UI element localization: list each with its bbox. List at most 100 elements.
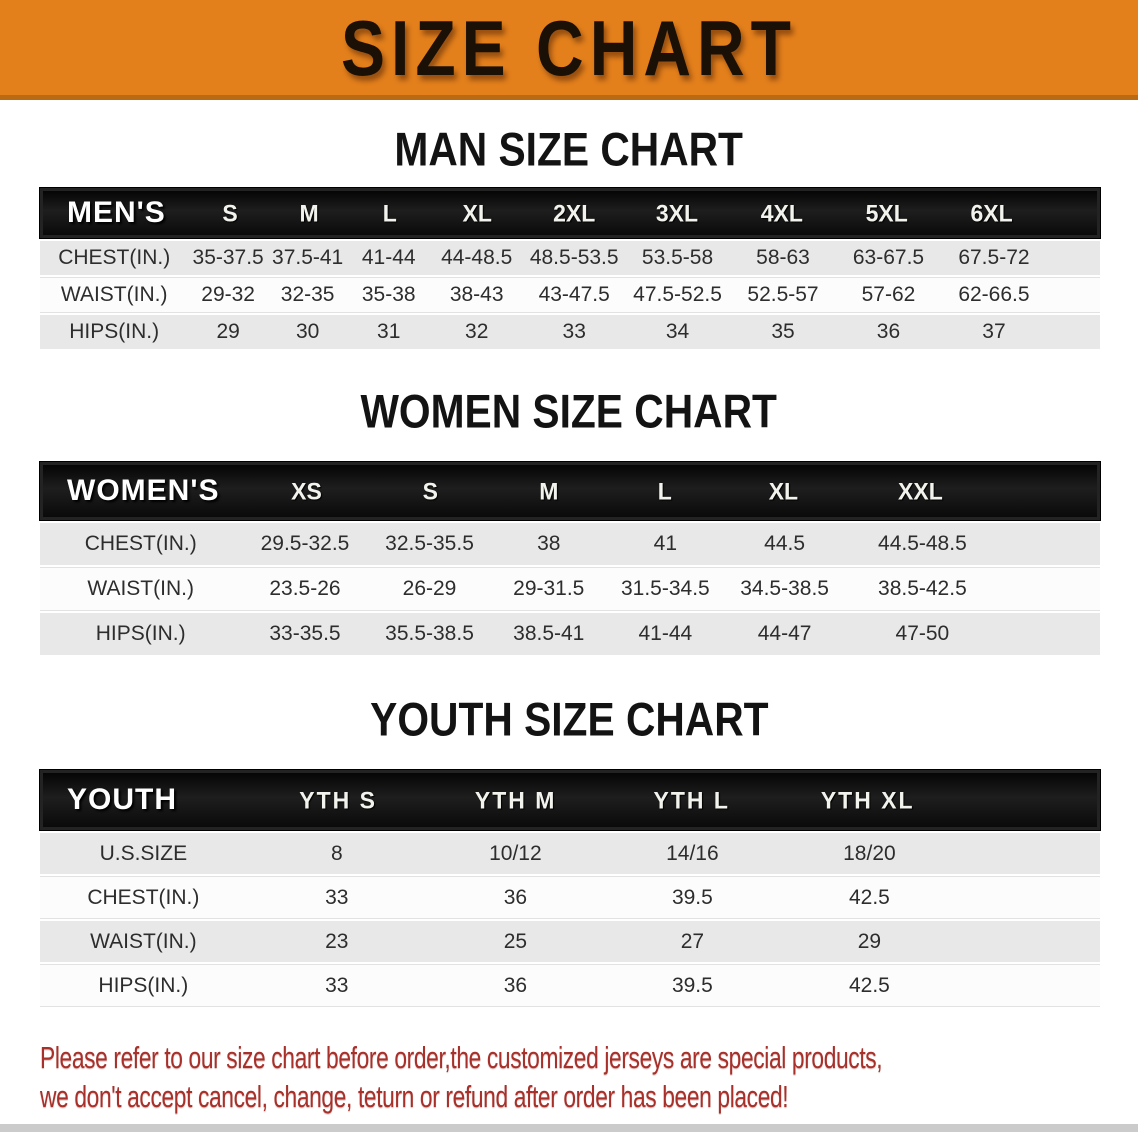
row-header-label: CHEST(IN.) <box>87 885 200 909</box>
men-table-corner-label: MEN'S <box>67 196 166 229</box>
size-cell: 36 <box>503 973 528 997</box>
size-cell: 34 <box>665 320 690 343</box>
men-size-table: MEN'S S M L XL 2XL 3XL 4XL 5XL 6XL CHEST(IN.) 35-37… <box>39 187 1101 349</box>
size-cell: 42.5 <box>848 885 890 909</box>
size-cell: 8 <box>330 841 343 865</box>
size-cell: 39.5 <box>671 885 713 909</box>
size-cell: 47.5-52.5 <box>633 283 722 306</box>
size-column-header: YTH S <box>299 785 377 814</box>
man-size-chart-heading: MAN SIZE CHART <box>0 123 1138 176</box>
size-column-header: S <box>422 476 438 505</box>
youth-table-corner-label: YOUTH <box>67 783 177 816</box>
size-cell: 63-67.5 <box>852 246 925 269</box>
bottom-border-strip <box>0 1124 1138 1132</box>
size-column-header: S <box>222 198 238 227</box>
table-row: WAIST(IN.) 29-32 32-35 35-38 38-43 43-47.5 47.… <box>40 278 1100 312</box>
size-cell: 14/16 <box>666 841 719 865</box>
size-column-header: XL <box>768 476 799 505</box>
size-chart-title: SIZE CHART <box>341 3 797 92</box>
size-cell: 33 <box>562 320 586 343</box>
size-cell: 44.5-48.5 <box>878 532 967 555</box>
size-cell: 29-31.5 <box>513 577 585 600</box>
youth-size-chart-section: YOUTH SIZE CHART YOUTH YTH S YTH M YTH L YTH… <box>0 658 1138 1009</box>
size-cell: 38-43 <box>449 283 504 306</box>
size-cell: 47-50 <box>895 622 950 645</box>
size-cell: 36 <box>503 885 528 909</box>
size-column-header: 5XL <box>865 198 908 227</box>
size-cell: 67.5-72 <box>958 246 1030 269</box>
table-row: HIPS(IN.) 33-35.5 35.5-38.5 38.5-41 41-44 44-… <box>40 613 1100 655</box>
size-chart-banner: SIZE CHART <box>0 0 1138 100</box>
size-cell: 31.5-34.5 <box>620 577 710 600</box>
table-row: WAIST(IN.) 23 25 27 29 <box>40 921 1100 962</box>
size-cell: 29.5-32.5 <box>260 532 350 555</box>
size-column-header: M <box>539 476 559 505</box>
row-header-label: WAIST(IN.) <box>90 929 197 953</box>
size-cell: 37.5-41 <box>272 246 344 269</box>
women-size-chart-heading: WOMEN SIZE CHART <box>0 385 1138 438</box>
size-cell: 42.5 <box>848 973 890 997</box>
size-cell: 23.5-26 <box>269 577 341 600</box>
youth-size-chart-heading-text: YOUTH SIZE CHART <box>369 693 769 746</box>
disclaimer-text: Please refer to our size chart before or… <box>40 1039 1138 1117</box>
women-table-header-bar: WOMEN'S XS S M L XL XXL <box>39 461 1101 521</box>
size-column-header: XXL <box>898 476 943 505</box>
women-size-table: WOMEN'S XS S M L XL XXL CHEST(IN.) 29.5-32.5 32.5… <box>39 461 1101 655</box>
size-cell: 33-35.5 <box>269 622 341 645</box>
row-header-label: WAIST(IN.) <box>60 283 168 306</box>
size-cell: 30 <box>295 320 320 343</box>
man-size-chart-heading-text: MAN SIZE CHART <box>394 123 744 176</box>
size-cell: 32 <box>465 320 489 343</box>
size-cell: 29 <box>857 929 882 953</box>
size-cell: 35.5-38.5 <box>385 622 474 645</box>
size-cell: 34.5-38.5 <box>740 577 829 600</box>
size-cell: 23 <box>325 929 349 953</box>
size-column-header: 3XL <box>655 198 699 227</box>
table-row: CHEST(IN.) 33 36 39.5 42.5 <box>40 877 1100 918</box>
size-cell: 27 <box>680 929 705 953</box>
size-column-header: YTH XL <box>820 785 915 814</box>
table-row: U.S.SIZE 8 10/12 14/16 18/20 <box>40 833 1100 874</box>
women-size-chart-heading-text: WOMEN SIZE CHART <box>360 385 778 438</box>
size-cell: 33 <box>325 885 349 909</box>
size-cell: 41-44 <box>361 246 416 269</box>
size-column-header: 4XL <box>760 198 803 227</box>
man-size-chart-section: MAN SIZE CHART MEN'S S M L XL 2XL 3XL 4XL 5XL 6XL… <box>0 100 1138 352</box>
size-cell: 36 <box>876 320 901 343</box>
size-column-header: L <box>657 476 672 505</box>
size-cell: 53.5-58 <box>641 246 714 269</box>
table-row: HIPS(IN.) 29 30 31 32 33 34 35 36 37 <box>40 315 1100 349</box>
size-cell: 38 <box>537 532 561 555</box>
size-cell: 29-32 <box>201 283 255 306</box>
size-column-header: 6XL <box>970 198 1013 227</box>
men-table-header-bar: MEN'S S M L XL 2XL 3XL 4XL 5XL 6XL <box>39 187 1101 239</box>
table-row: HIPS(IN.) 33 36 39.5 42.5 <box>40 965 1100 1006</box>
size-cell: 41-44 <box>638 622 693 645</box>
size-column-header: XS <box>291 476 322 505</box>
row-header-label: HIPS(IN.) <box>95 622 186 645</box>
size-column-header: M <box>299 198 319 227</box>
women-size-chart-section: WOMEN SIZE CHART WOMEN'S XS S M L XL XXL CHEST(… <box>0 352 1138 658</box>
table-row: CHEST(IN.) 35-37.5 37.5-41 41-44 44-48.5 48.5… <box>40 241 1100 275</box>
size-cell: 29 <box>216 320 240 343</box>
size-cell: 52.5-57 <box>747 283 819 306</box>
size-cell: 35-38 <box>361 283 416 306</box>
size-cell: 57-62 <box>861 283 916 306</box>
row-header-label: HIPS(IN.) <box>69 320 160 343</box>
size-cell: 35-37.5 <box>192 246 264 269</box>
size-cell: 58-63 <box>756 246 810 269</box>
size-cell: 18/20 <box>843 841 896 865</box>
size-cell: 32.5-35.5 <box>385 532 474 555</box>
disclaimer-line-1: Please refer to our size chart before or… <box>40 1041 883 1076</box>
size-column-header: YTH L <box>653 785 730 814</box>
youth-table-header-bar: YOUTH YTH S YTH M YTH L YTH XL <box>39 769 1101 831</box>
youth-size-table: YOUTH YTH S YTH M YTH L YTH XL U.S.SIZE 8 10/12… <box>39 769 1101 1006</box>
disclaimer-line-2: we don't accept cancel, change, teturn o… <box>40 1080 789 1115</box>
size-cell: 44-47 <box>757 622 812 645</box>
size-cell: 26-29 <box>402 577 457 600</box>
size-cell: 39.5 <box>671 973 713 997</box>
size-column-header: YTH M <box>474 785 557 814</box>
women-table-corner-label: WOMEN'S <box>67 474 220 507</box>
size-cell: 35 <box>771 320 795 343</box>
row-header-label: WAIST(IN.) <box>87 577 194 600</box>
